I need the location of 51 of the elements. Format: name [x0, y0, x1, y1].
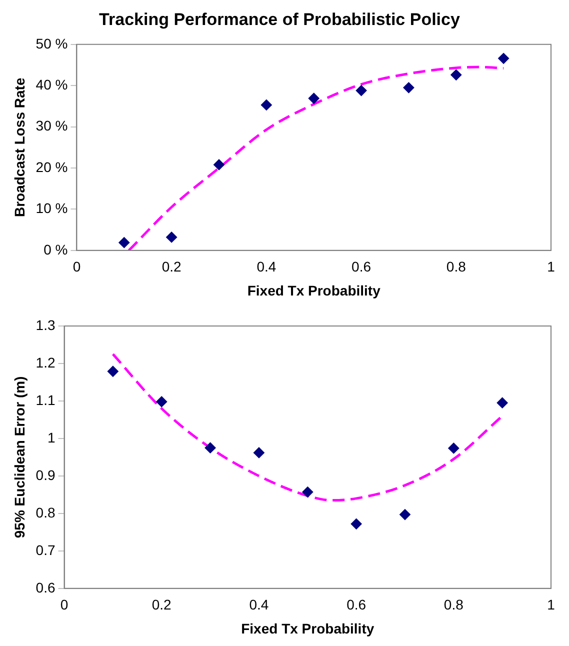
- point: [356, 85, 367, 96]
- chart-title: Tracking Performance of Probabilistic Policy: [99, 10, 460, 29]
- point: [498, 52, 510, 64]
- y-tick-label: 50 %: [36, 35, 68, 52]
- point: [260, 99, 272, 110]
- y-tick-label: 1.2: [36, 354, 56, 370]
- point: [204, 442, 216, 454]
- point: [496, 397, 508, 408]
- y-tick-label: 0.7: [36, 542, 56, 558]
- y-tick-label: 40 %: [36, 76, 68, 92]
- y-axis-title: Broadcast Loss Rate: [11, 78, 28, 218]
- y-tick-label: 1.3: [36, 316, 56, 333]
- x-tick-label: 1: [547, 596, 556, 613]
- line-series: [112, 352, 504, 502]
- y-tick-label: 1.1: [36, 392, 56, 408]
- y-tick-label: 1: [47, 429, 56, 446]
- y-tick-label: 0.9: [36, 466, 56, 483]
- x-axis-title: Fixed Tx Probability: [247, 282, 381, 298]
- point: [448, 442, 460, 454]
- x-tick-label: 0.6: [352, 258, 372, 275]
- point: [118, 237, 130, 248]
- point: [302, 486, 314, 498]
- x-tick-label: 0: [72, 258, 81, 275]
- x-tick-label: 0.2: [152, 596, 172, 613]
- x-tick-label: 0.4: [249, 596, 269, 613]
- point: [166, 232, 178, 243]
- point: [213, 159, 224, 170]
- y-axis-title: 95% Euclidean Error (m): [11, 376, 28, 538]
- point: [156, 396, 168, 408]
- x-tick-label: 1: [547, 258, 556, 275]
- point: [107, 366, 118, 377]
- y-tick-label: 0 %: [44, 241, 68, 258]
- x-tick-label: 0.8: [446, 258, 466, 275]
- y-tick-label: 10 %: [36, 200, 68, 216]
- x-tick-label: 0.4: [256, 258, 276, 275]
- x-tick-label: 0: [60, 596, 68, 613]
- y-tick-label: 20 %: [36, 158, 68, 175]
- point: [399, 509, 410, 520]
- point: [308, 92, 320, 104]
- point: [403, 82, 414, 94]
- x-tick-label: 0.8: [444, 596, 464, 613]
- x-tick-label: 0.6: [346, 596, 366, 613]
- y-tick-label: 0.6: [36, 579, 56, 596]
- x-tick-label: 0.2: [162, 258, 182, 275]
- point: [350, 518, 362, 530]
- y-tick-label: 0.8: [36, 504, 56, 520]
- x-axis-title: Fixed Tx Probability: [241, 620, 374, 636]
- point: [253, 447, 264, 458]
- point: [450, 69, 462, 80]
- line-series: [128, 66, 505, 250]
- y-tick-label: 30 %: [36, 118, 68, 134]
